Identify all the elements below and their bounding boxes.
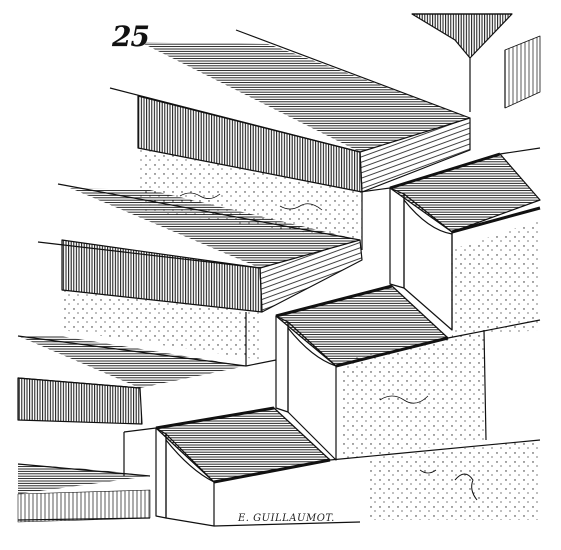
engraver-signature: E. GUILLAUMOT. xyxy=(238,513,335,524)
stair-step-upper xyxy=(359,147,541,331)
landing-4 xyxy=(17,463,151,523)
landing-1 xyxy=(109,29,471,193)
stair-step-lower xyxy=(123,406,541,527)
stone-wall xyxy=(62,148,540,520)
figure-number: 25 xyxy=(112,20,150,53)
stair-step-middle xyxy=(245,284,541,461)
landing-2 xyxy=(37,183,363,313)
top-corner-block xyxy=(411,13,541,112)
landing-3 xyxy=(17,335,247,425)
